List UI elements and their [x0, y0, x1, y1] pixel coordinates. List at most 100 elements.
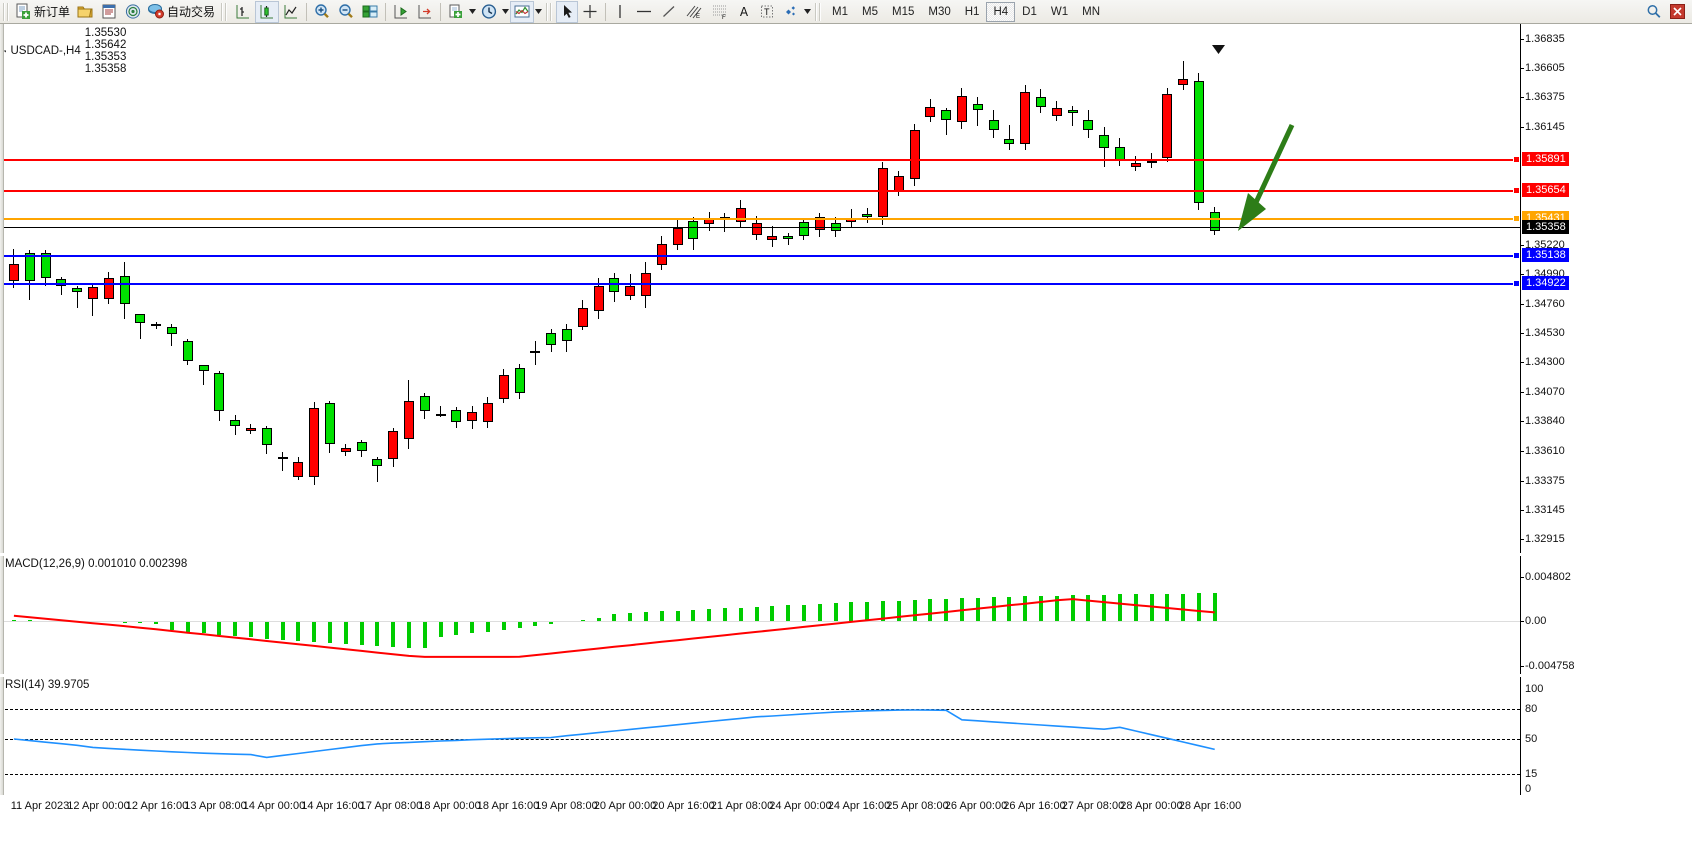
- market-watch-button[interactable]: [121, 1, 145, 23]
- autotrading-button[interactable]: 自动交易: [145, 1, 218, 23]
- macd-histogram-bar: [1023, 596, 1028, 622]
- chart-shift-button[interactable]: [389, 1, 413, 23]
- rsi-level-line: [0, 709, 1520, 710]
- support-line-1-handle[interactable]: [1513, 252, 1520, 260]
- horizontal-line-button[interactable]: [631, 1, 657, 23]
- timeframe-h1[interactable]: H1: [964, 5, 980, 18]
- resistance-line-1-label[interactable]: 1.35891: [1522, 152, 1569, 167]
- pivot-line[interactable]: [0, 217, 1520, 220]
- timeframe-m5[interactable]: M5: [862, 5, 878, 18]
- macd-histogram-bar: [422, 621, 427, 649]
- vertical-line-button[interactable]: [609, 1, 631, 23]
- rsi-pane-scrollbar[interactable]: [0, 677, 4, 795]
- timeframe-d1[interactable]: D1: [1022, 5, 1037, 18]
- search-button[interactable]: [1642, 1, 1666, 23]
- current-price-line[interactable]: [0, 227, 1520, 229]
- timeframe-m1[interactable]: M1: [832, 5, 849, 18]
- period-dropdown[interactable]: [501, 2, 510, 22]
- candle-body: [625, 285, 636, 296]
- candle-body: [467, 412, 478, 422]
- candle-body: [767, 236, 778, 240]
- text-button[interactable]: A: [733, 1, 755, 23]
- macd-histogram-bar: [391, 621, 396, 647]
- rsi-header: RSI(14) 39.9705: [5, 679, 90, 691]
- time-tick: 17 Apr 08:00: [359, 800, 423, 812]
- price-tick: 1.36835: [1520, 32, 1565, 45]
- resistance-line-1-handle[interactable]: [1513, 156, 1520, 164]
- support-line-2[interactable]: [0, 282, 1520, 285]
- fibonacci-button[interactable]: F: [707, 1, 733, 23]
- time-axis[interactable]: 11 Apr 2023 12 Apr 00:00 12 Apr 16:00 13 Ap…: [0, 799, 1692, 815]
- chevron-down-icon[interactable]: [4, 48, 7, 55]
- timeframe-mn[interactable]: MN: [1082, 5, 1100, 18]
- candle-body: [324, 403, 335, 445]
- candle-wick: [1008, 124, 1010, 151]
- zoom-out-button[interactable]: [334, 1, 358, 23]
- macd-histogram-bar: [580, 619, 585, 622]
- toolbar-grip-3[interactable]: [546, 2, 554, 21]
- shapes-dropdown[interactable]: [803, 2, 812, 22]
- resistance-line-2[interactable]: [0, 189, 1520, 192]
- timeframe-h4[interactable]: H4: [986, 1, 1016, 22]
- macd-histogram-bar: [928, 599, 933, 622]
- support-line-1[interactable]: [0, 255, 1520, 258]
- timeframe-m30[interactable]: M30: [928, 5, 951, 18]
- data-window-button[interactable]: [97, 1, 121, 23]
- tile-windows-button[interactable]: [358, 1, 382, 23]
- macd-plot[interactable]: [0, 556, 1520, 674]
- label-button[interactable]: T: [755, 1, 779, 23]
- shapes-button[interactable]: [779, 1, 803, 23]
- macd-histogram-bar: [722, 608, 727, 622]
- cursor-button[interactable]: [556, 0, 579, 23]
- equidistant-channel-button[interactable]: E: [681, 1, 707, 23]
- candle-body: [356, 441, 367, 451]
- period-icon: [481, 4, 497, 19]
- add-indicator-dropdown[interactable]: [468, 2, 477, 22]
- period-button[interactable]: [477, 1, 501, 23]
- templates-button[interactable]: [510, 0, 535, 23]
- timeframe-m15[interactable]: M15: [892, 5, 915, 18]
- templates-dropdown[interactable]: [534, 2, 543, 22]
- resistance-line-2-handle[interactable]: [1513, 186, 1520, 194]
- support-line-1-label[interactable]: 1.35138: [1522, 248, 1569, 263]
- candle-body: [862, 214, 873, 217]
- trendline-button[interactable]: [657, 1, 681, 23]
- time-tick: 20 Apr 00:00: [593, 800, 657, 812]
- pivot-line-handle[interactable]: [1513, 214, 1520, 222]
- folder-button[interactable]: [73, 1, 97, 23]
- current-price-line-label[interactable]: 1.35358: [1522, 220, 1569, 235]
- auto-scroll-button[interactable]: [413, 1, 437, 23]
- price-pane-scrollbar[interactable]: [0, 24, 4, 553]
- bar-chart-button[interactable]: [231, 1, 255, 23]
- candle-body: [182, 340, 193, 362]
- candle-body: [972, 104, 983, 110]
- resistance-line-2-label[interactable]: 1.35654: [1522, 182, 1569, 197]
- price-plot[interactable]: [0, 24, 1520, 553]
- rsi-plot[interactable]: [0, 677, 1520, 795]
- line-chart-button[interactable]: [279, 1, 303, 23]
- macd-histogram-bar: [327, 621, 332, 644]
- support-line-2-handle[interactable]: [1513, 279, 1520, 287]
- resistance-line-1[interactable]: [0, 159, 1520, 162]
- candlestick-chart-button[interactable]: [255, 0, 280, 23]
- trendline-icon: [663, 6, 675, 17]
- chevron-down-icon: [502, 9, 510, 14]
- toolbar-grip-2[interactable]: [221, 2, 229, 21]
- macd-pane-scrollbar[interactable]: [0, 556, 4, 674]
- toolbar-grip[interactable]: [3, 2, 10, 21]
- price-axis[interactable]: 1.36835 1.36605 1.36375 1.36145 1.35220 1.349…: [1520, 24, 1692, 553]
- candle-body: [245, 427, 256, 432]
- add-indicator-button[interactable]: [444, 1, 468, 23]
- close-button[interactable]: [1666, 1, 1688, 23]
- crosshair-button[interactable]: [578, 1, 602, 23]
- macd-axis[interactable]: 0.004802 0.00 -0.004758: [1519, 556, 1692, 674]
- candle-body: [103, 278, 114, 299]
- timeframe-w1[interactable]: W1: [1050, 5, 1069, 18]
- toolbar-grip-4[interactable]: [815, 2, 823, 21]
- macd-histogram-bar: [1038, 595, 1043, 622]
- bearish-arrow[interactable]: [1230, 119, 1300, 234]
- zoom-in-button[interactable]: [310, 1, 334, 23]
- support-line-2-label[interactable]: 1.34922: [1522, 275, 1569, 290]
- new-order-button[interactable]: 新订单: [13, 1, 73, 23]
- rsi-axis[interactable]: 100 80 50 15 0: [1520, 677, 1692, 795]
